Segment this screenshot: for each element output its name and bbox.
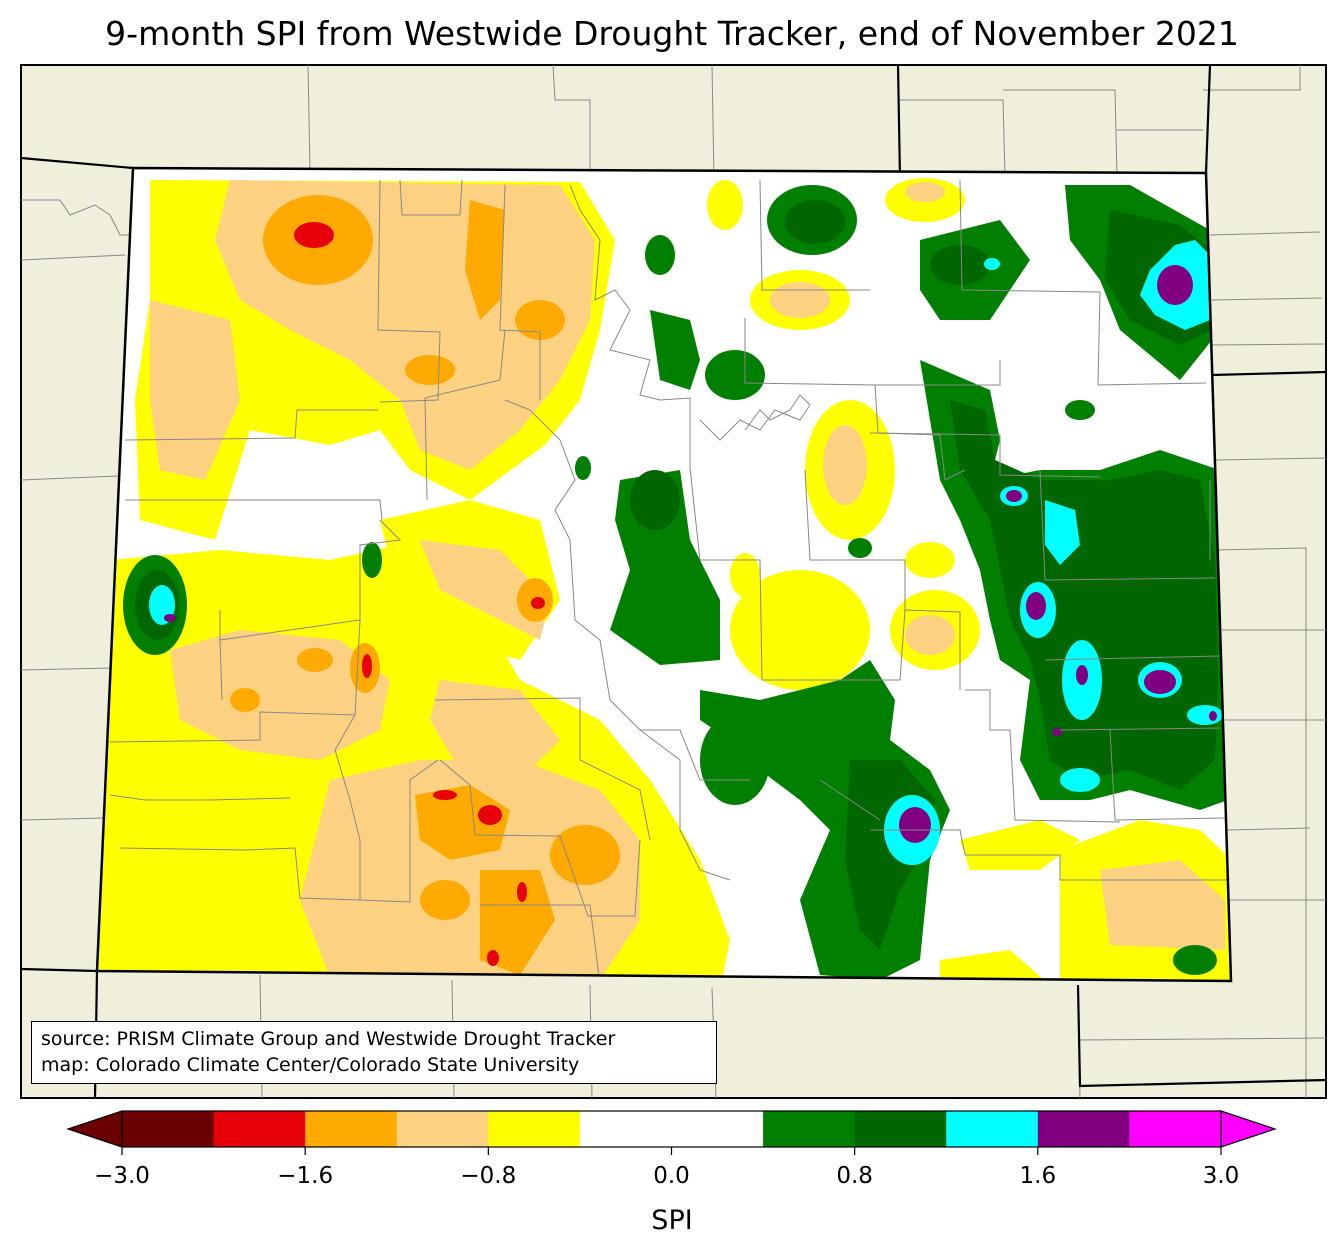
dry-s-orange-4 — [420, 880, 470, 920]
wet-green-small-3 — [645, 235, 675, 275]
wet-e-purple-3 — [1144, 670, 1176, 694]
wet-e-purple-1 — [1006, 490, 1022, 502]
dry-n-orange-3 — [405, 355, 455, 385]
colorbar-bin — [672, 1111, 764, 1147]
colorbar-bin — [214, 1111, 306, 1147]
colorbar-tick-label: 0.0 — [653, 1162, 690, 1190]
wet-ne-darkgreen — [930, 245, 990, 285]
colorbar-under-arrow — [68, 1111, 122, 1147]
dry-sw-orange-1 — [297, 648, 333, 672]
colorbar-bin — [397, 1111, 489, 1147]
dry-east-yellow-4 — [905, 542, 955, 578]
colorbar-tick-label: 1.6 — [1020, 1162, 1057, 1190]
dry-s-red-3 — [517, 882, 527, 902]
wet-n-darkgreen — [785, 200, 845, 244]
wet-nc-green-2 — [705, 350, 765, 400]
dry-s-red-4 — [487, 950, 499, 966]
dry-nw-red — [294, 222, 334, 248]
colorbar-tick-label: −3.0 — [94, 1162, 150, 1190]
colorbar-tick-label: −1.6 — [277, 1162, 333, 1190]
wet-se-green-2 — [700, 715, 770, 805]
wet-e-purple-2 — [1026, 592, 1046, 620]
dry-s-red-2 — [433, 790, 457, 800]
dry-c-red — [531, 597, 545, 609]
colorbar-bin — [1038, 1111, 1130, 1147]
source-attribution: source: PRISM Climate Group and Westwide… — [31, 1021, 717, 1084]
wet-c-darkgreen — [630, 470, 680, 530]
source-line-2: map: Colorado Climate Center/Colorado St… — [41, 1052, 707, 1078]
wet-green-small-2 — [362, 542, 382, 578]
wet-w-purple — [164, 614, 176, 622]
dry-s-orange-3 — [550, 825, 620, 885]
colorbar-bin — [122, 1111, 214, 1147]
wet-green-small-6 — [1173, 945, 1217, 975]
wet-e-cyan-4 — [1060, 768, 1100, 792]
wet-green-small-5 — [848, 538, 872, 558]
dry-sw-orange-3 — [230, 688, 260, 712]
dry-east-light-orange — [823, 425, 867, 505]
wet-e-purple-5 — [1052, 728, 1062, 736]
dry-yellow-small-1 — [707, 180, 743, 230]
dry-s-red-1 — [478, 805, 502, 825]
source-line-1: source: PRISM Climate Group and Westwide… — [41, 1026, 707, 1052]
colorbar-over-arrow — [1221, 1111, 1275, 1147]
colorbar-bin — [488, 1111, 580, 1147]
dry-east-light-orange-2 — [905, 615, 955, 655]
wet-nee-purple — [1157, 265, 1193, 305]
colorbar-tick-label: −0.8 — [460, 1162, 516, 1190]
wet-green-small-1 — [575, 456, 591, 480]
wet-e-purple-6 — [1209, 711, 1217, 721]
wet-e-cyan-5 — [1187, 705, 1223, 725]
colorbar-tick-label: 3.0 — [1203, 1162, 1240, 1190]
colorbar-bin — [946, 1111, 1038, 1147]
colorbar — [68, 1111, 1275, 1155]
colorbar-tick-label: 0.8 — [836, 1162, 873, 1190]
wet-green-small-4 — [1065, 400, 1095, 420]
colorbar-bin — [855, 1111, 947, 1147]
wet-se-purple — [899, 807, 931, 843]
dry-ne-light-orange — [905, 182, 945, 202]
colorbar-bin — [1129, 1111, 1221, 1147]
colorbar-bin — [580, 1111, 672, 1147]
dry-sw-red — [362, 654, 372, 678]
colorbar-label: SPI — [651, 1204, 692, 1238]
wet-e-purple-4 — [1076, 665, 1088, 685]
colorbar-bin — [305, 1111, 397, 1147]
colorbar-bin — [763, 1111, 855, 1147]
wet-e-cyan-7 — [984, 258, 1000, 270]
dry-north-light-orange — [770, 282, 830, 318]
